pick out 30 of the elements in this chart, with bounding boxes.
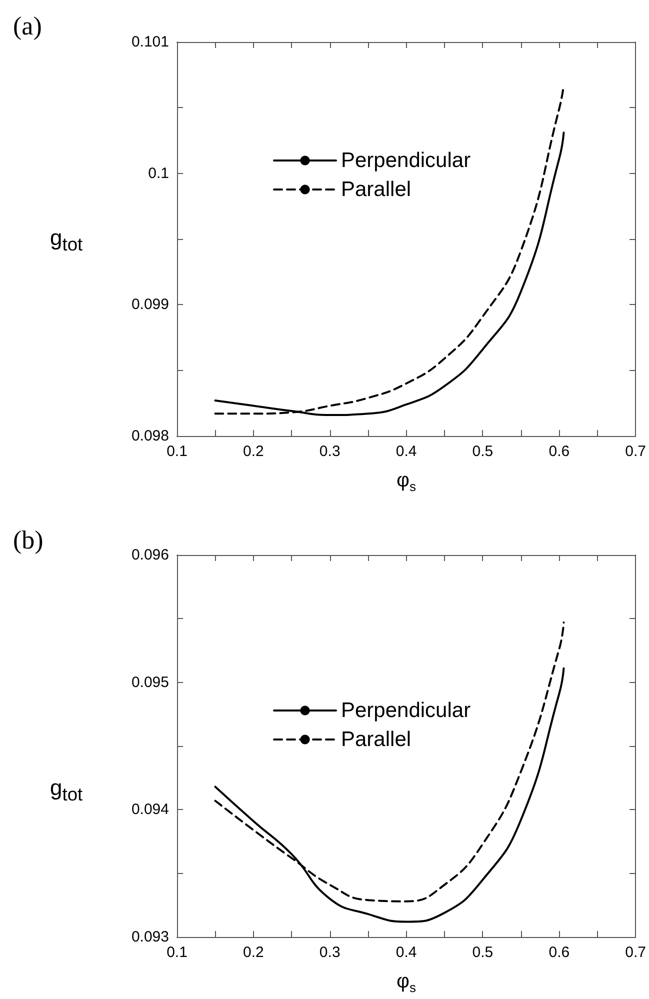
x-tick-label: 0.3 [319,944,340,961]
y-tick-label: 0.1 [148,164,169,182]
x-tick-label: 0.2 [243,443,264,460]
x-tick-label: 0.3 [319,443,340,460]
x-tick-label: 0.5 [472,944,494,961]
x-tick-label: 0.1 [166,443,188,460]
chart-title: (a) [13,12,42,40]
chart-title: (b) [13,526,44,554]
x-tick-label: 0.4 [396,443,417,460]
y-axis-title: g$_{tot}$ [50,225,83,256]
x-tick-label: 0.7 [625,944,646,961]
x-tick-label: 0.4 [396,944,417,961]
x-tick-label: 0.5 [472,443,494,460]
y-tick-label: 0.093 [131,928,169,946]
y-tick-label: 0.095 [131,674,169,691]
x-tick-label: 0.6 [548,443,570,460]
y-tick-label: 0.094 [131,801,169,818]
x-tick-label: 0.6 [548,944,570,961]
x-tick-label: 0.2 [243,944,264,961]
x-tick-label: 0.7 [625,443,646,460]
legend-label: Parallel [341,178,412,201]
legend-label: Perpendicular [341,699,471,722]
y-tick-label: 0.096 [131,546,169,564]
y-tick-label: 0.098 [131,428,169,444]
legend-label: Perpendicular [341,149,471,172]
y-axis-title: g$_{tot}$ [50,775,83,806]
y-tick-label: 0.099 [131,296,169,314]
legend-label: Parallel [341,728,412,751]
x-tick-label: 0.1 [166,944,188,961]
y-tick-label: 0.101 [131,34,169,50]
